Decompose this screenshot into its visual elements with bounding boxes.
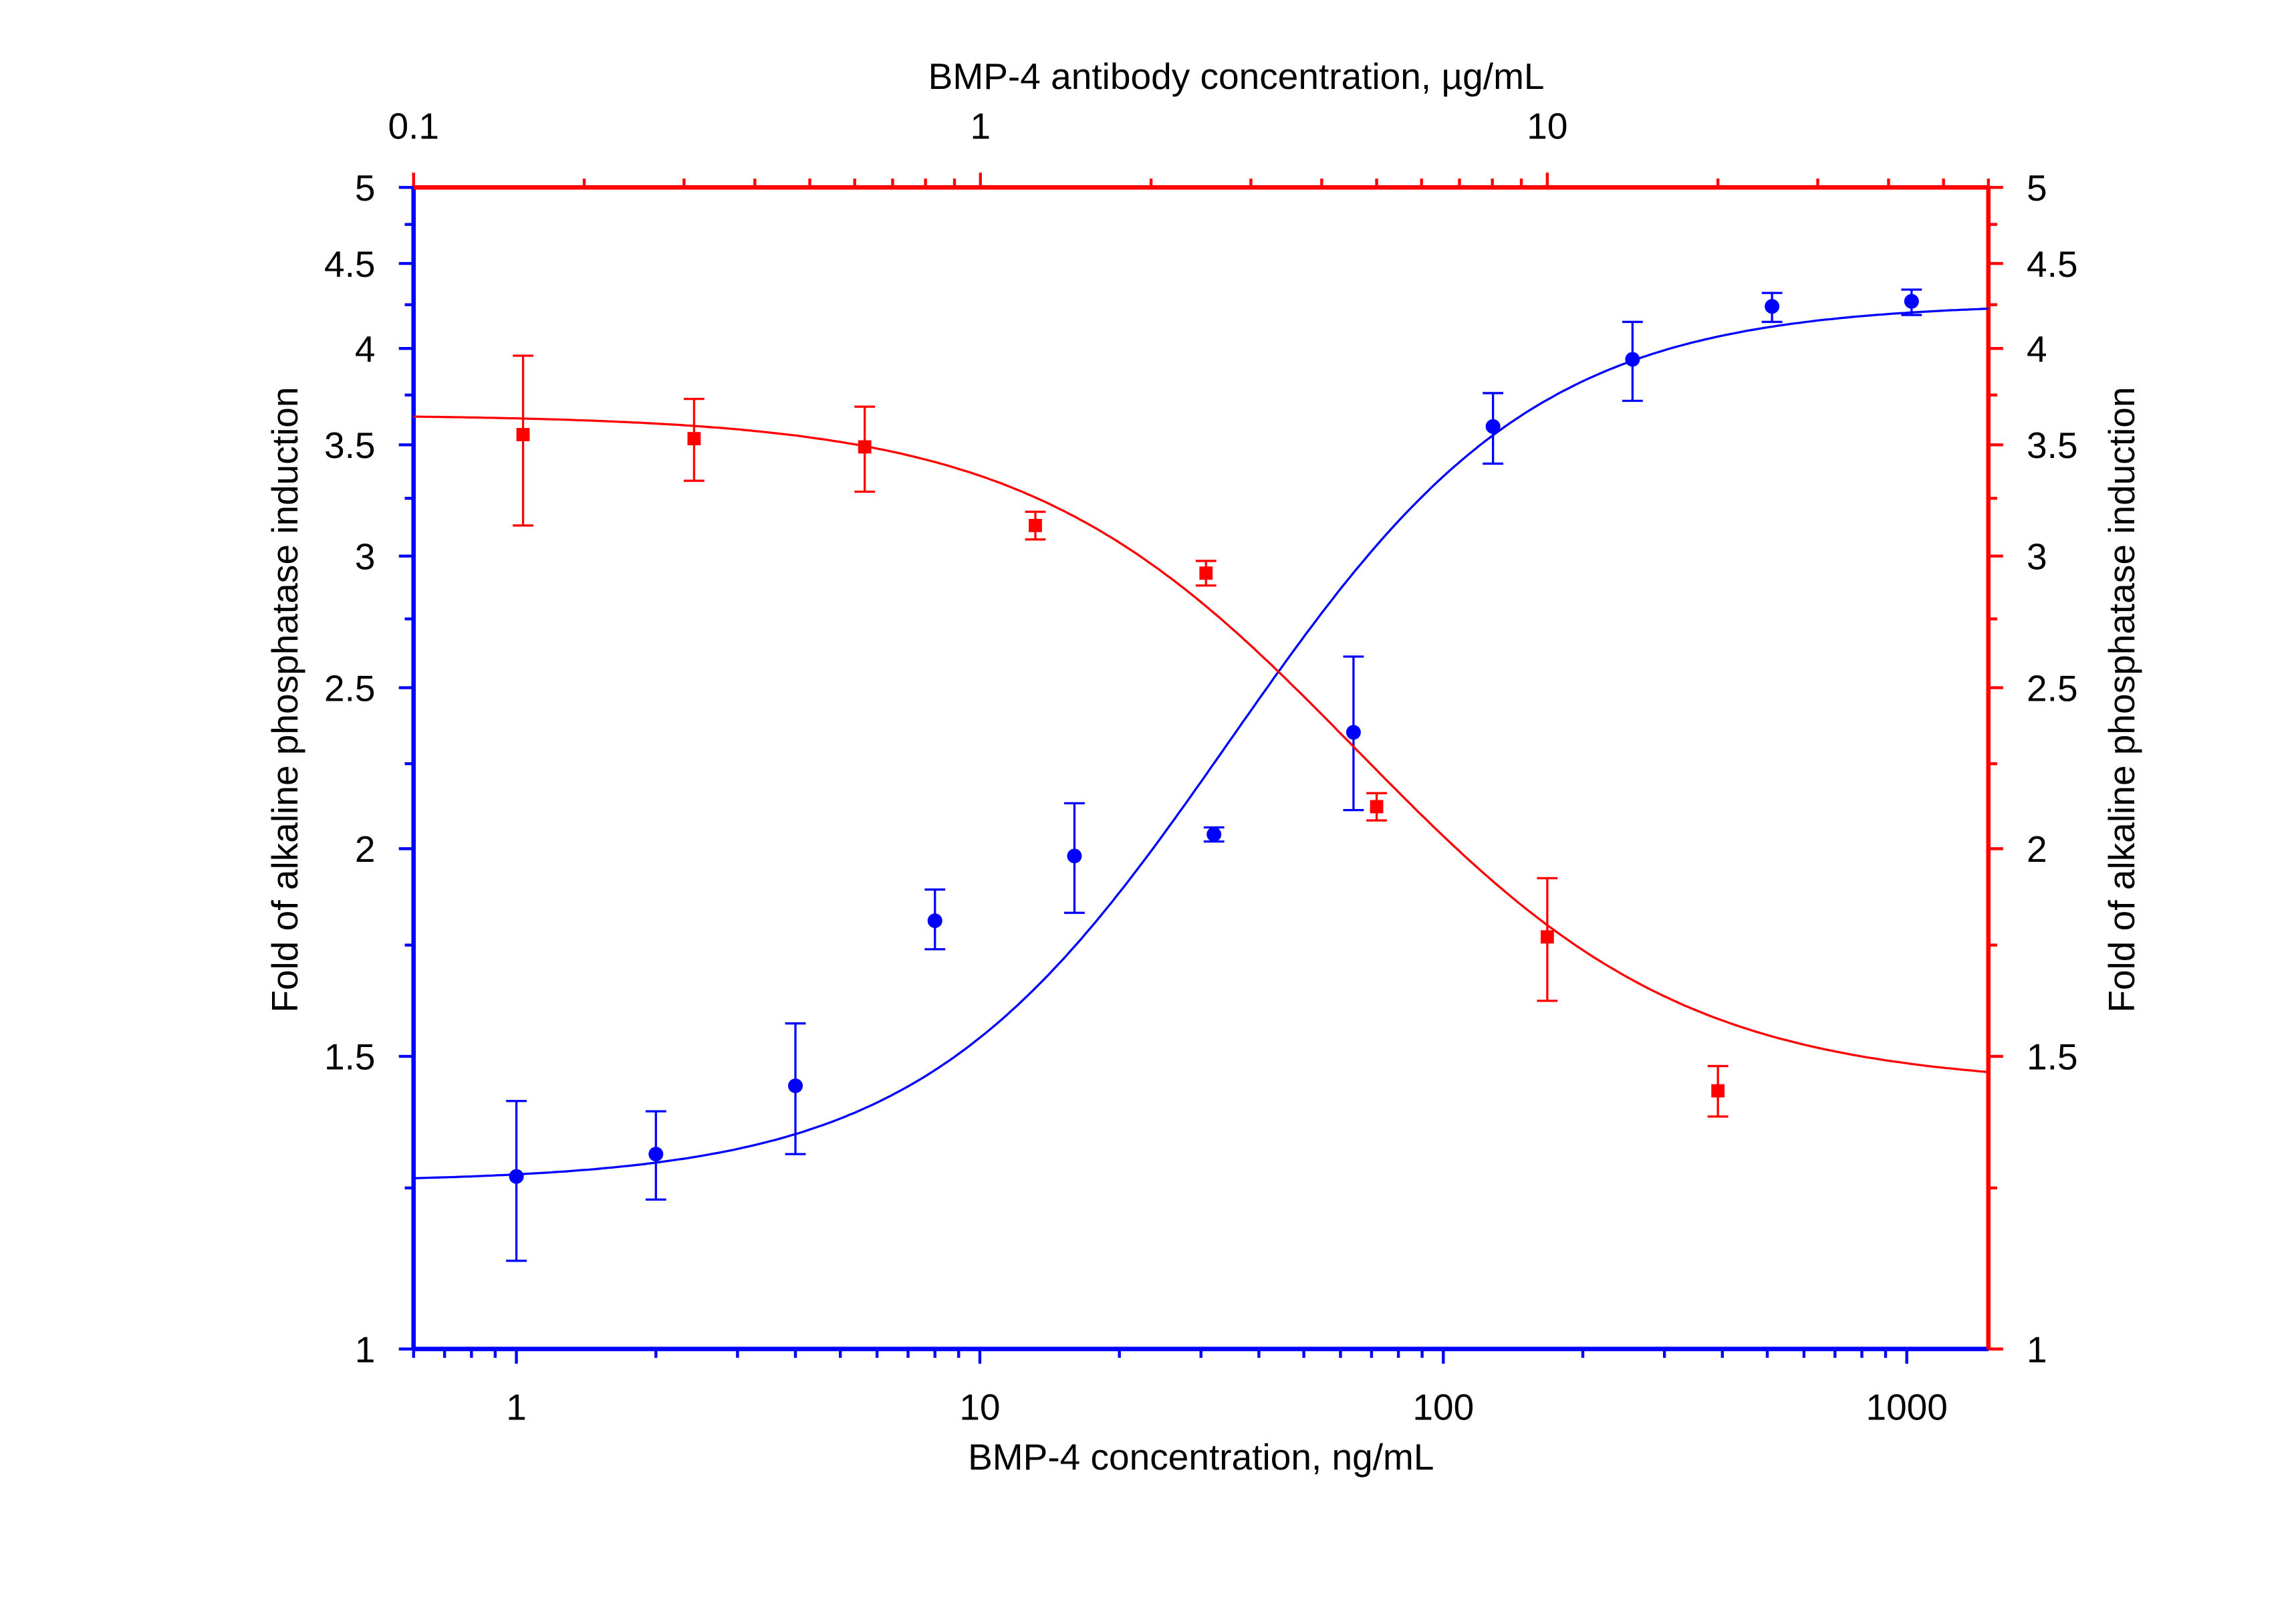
x-tick-label: 100	[1412, 1386, 1474, 1427]
y2-tick-label: 2	[2027, 828, 2047, 870]
data-point	[648, 1147, 664, 1162]
x2-axis-title: BMP-4 antibody concentration, µg/mL	[928, 55, 1545, 97]
data-point	[1206, 827, 1222, 842]
data-point	[788, 1078, 803, 1094]
y-tick-label: 5	[355, 167, 376, 209]
y2-tick-label: 4	[2027, 328, 2047, 370]
data-point	[1904, 294, 1919, 309]
y2-tick-label: 1	[2027, 1329, 2047, 1370]
x-tick-label: 10	[959, 1386, 1000, 1427]
x2-tick-label: 1	[971, 106, 991, 147]
fit-curve-0	[413, 308, 1989, 1179]
x-axis-title: BMP-4 concentration, ng/mL	[968, 1436, 1434, 1478]
x2-tick-label: 10	[1527, 106, 1567, 147]
y-tick-label: 2	[355, 828, 376, 870]
y2-tick-label: 5	[2027, 167, 2047, 209]
y2-tick-label: 3	[2027, 536, 2047, 578]
data-point	[1370, 800, 1384, 814]
data-point	[1625, 352, 1640, 367]
y-axis-title: Fold of alkaline phosphatase induction	[264, 386, 305, 1012]
data-point	[1029, 519, 1042, 532]
data-point	[1067, 848, 1082, 864]
data-point	[1711, 1084, 1725, 1098]
y2-tick-label: 2.5	[2027, 667, 2078, 709]
data-point	[687, 432, 701, 446]
data-point	[927, 913, 942, 929]
data-point	[1540, 930, 1554, 944]
y2-axis-title: Fold of alkaline phosphatase induction	[2101, 386, 2142, 1012]
x-tick-label: 1000	[1866, 1386, 1947, 1427]
data-point	[509, 1169, 524, 1184]
data-point	[1765, 299, 1780, 314]
fit-curve-1	[413, 415, 1989, 1074]
y2-tick-label: 4.5	[2027, 243, 2078, 285]
x-tick-label: 1	[506, 1386, 527, 1427]
y-tick-label: 3	[355, 536, 376, 578]
x2-tick-label: 0.1	[388, 106, 439, 147]
y-tick-label: 1	[355, 1329, 376, 1370]
y-tick-label: 4.5	[324, 243, 376, 285]
y2-tick-label: 1.5	[2027, 1036, 2078, 1078]
data-point	[516, 428, 530, 441]
y-tick-label: 3.5	[324, 425, 376, 466]
data-point	[858, 440, 872, 454]
data-point	[1199, 566, 1213, 580]
y2-tick-label: 3.5	[2027, 425, 2078, 466]
y-tick-label: 4	[355, 328, 376, 370]
y-tick-label: 2.5	[324, 667, 376, 709]
y-tick-label: 1.5	[324, 1036, 376, 1078]
data-point	[1485, 419, 1501, 434]
data-point	[1346, 725, 1361, 740]
